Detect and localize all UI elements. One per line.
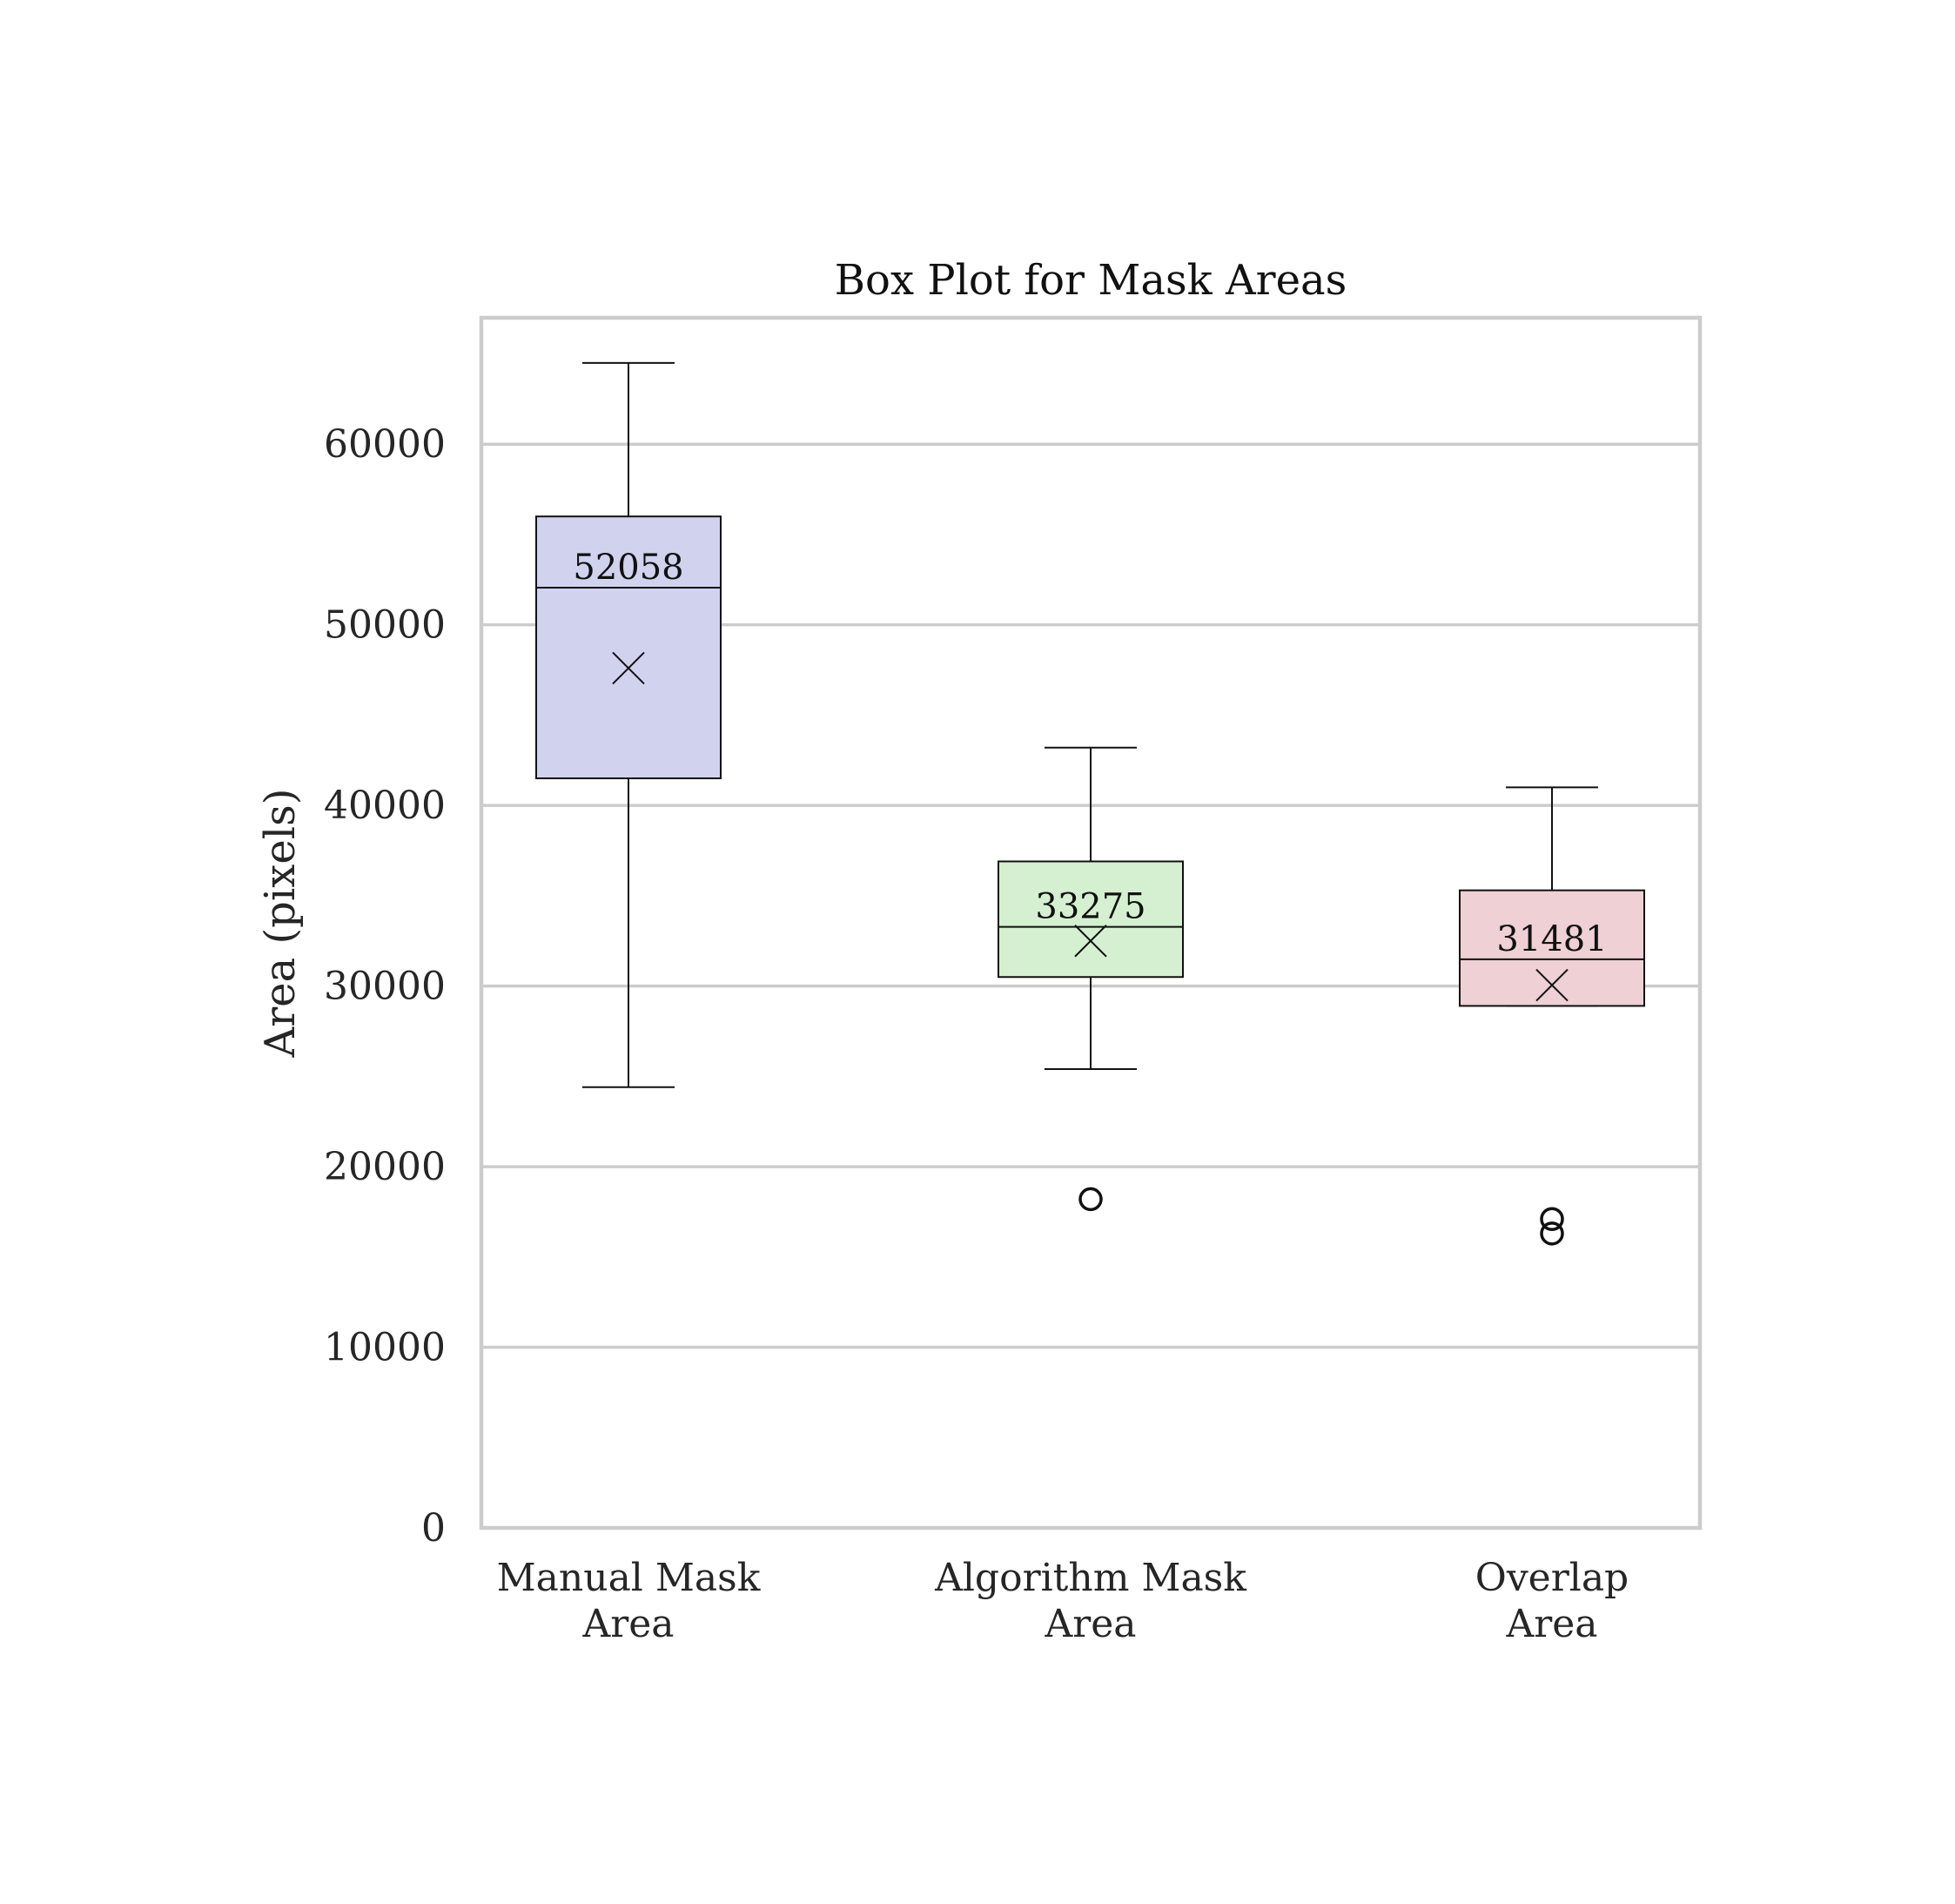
outlier-point	[1540, 1207, 1564, 1231]
outlier-point	[1078, 1187, 1103, 1212]
iqr-box	[535, 515, 722, 780]
y-axis-ticks: 0 10000 20000 30000 40000 50000 60000	[324, 422, 446, 1551]
box-group-1: 33275	[998, 746, 1184, 1212]
x-axis-ticks: Manual Mask Area Algorithm Mask Area Overlap…	[497, 1556, 1629, 1646]
mean-marker	[612, 651, 645, 685]
x-tick-label-1: Algorithm Mask Area	[934, 1556, 1246, 1646]
median-label: 31481	[1496, 919, 1607, 959]
y-tick-label-20000: 20000	[324, 1145, 446, 1189]
y-tick-label-0: 0	[421, 1506, 446, 1551]
y-tick-label-30000: 30000	[324, 965, 446, 1009]
boxes: 52058 33275 31481	[535, 361, 1645, 1246]
plot-frame	[479, 315, 1703, 1531]
y-axis-label: Area (pixels)	[256, 789, 305, 1059]
median-label: 33275	[1035, 887, 1145, 927]
mean-marker	[1535, 968, 1569, 1002]
box-group-0: 52058	[535, 361, 722, 1088]
y-tick-label-50000: 50000	[324, 603, 446, 648]
x-tick-label-2: Overlap Area	[1475, 1556, 1629, 1646]
y-tick-label-60000: 60000	[324, 422, 446, 467]
chart-title: Box Plot for Mask Areas	[835, 256, 1347, 305]
iqr-box	[998, 860, 1184, 979]
box-group-2: 31481	[1459, 786, 1645, 1246]
outlier-point	[1540, 1221, 1564, 1246]
mean-marker	[1074, 925, 1107, 958]
x-tick-label-0: Manual Mask Area	[497, 1556, 761, 1646]
median-label: 52058	[573, 548, 683, 588]
y-tick-label-40000: 40000	[324, 784, 446, 828]
iqr-box	[1459, 889, 1645, 1007]
y-tick-label-10000: 10000	[324, 1326, 446, 1370]
